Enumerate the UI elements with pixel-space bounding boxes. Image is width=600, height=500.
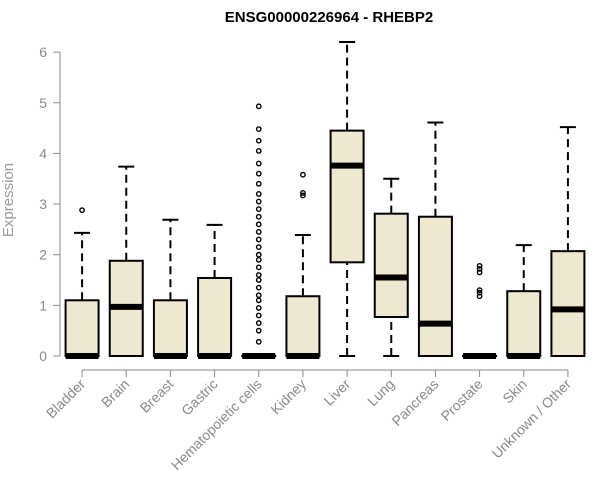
box-pancreas xyxy=(417,121,453,357)
box-body xyxy=(550,250,586,358)
x-tick-label: Lung xyxy=(364,376,397,409)
box-hematopoietic-cells xyxy=(241,103,277,359)
outlier-point xyxy=(255,304,262,311)
outlier-point xyxy=(255,147,262,154)
outlier-point xyxy=(255,160,262,167)
outlier-point xyxy=(476,293,483,300)
box-breast xyxy=(152,218,188,359)
outlier-point xyxy=(255,338,262,345)
x-tick-label: Pancreas xyxy=(388,376,441,429)
outlier-point xyxy=(255,191,262,197)
box-body xyxy=(506,290,542,357)
box-body xyxy=(285,295,321,357)
box-lung xyxy=(373,177,409,357)
box-body xyxy=(417,215,453,357)
box-body xyxy=(152,299,188,357)
box-liver xyxy=(329,41,365,357)
outlier-point xyxy=(255,284,262,291)
box-gastric xyxy=(197,223,233,359)
outlier-point xyxy=(79,207,85,214)
outlier-point xyxy=(476,289,483,296)
box-bladder xyxy=(64,207,100,359)
outlier-point xyxy=(255,213,262,220)
x-tick-label: Liver xyxy=(320,376,353,409)
box-prostate xyxy=(462,262,498,359)
outlier-point xyxy=(255,256,262,263)
outlier-point xyxy=(255,180,262,187)
outlier-point xyxy=(255,229,262,235)
x-tick-label: Brain xyxy=(98,376,132,410)
box-brain xyxy=(108,165,144,358)
y-axis-title: Expression xyxy=(0,163,17,237)
box-body xyxy=(197,277,233,357)
outlier-point xyxy=(255,137,262,144)
outlier-point xyxy=(476,287,483,294)
x-tick-label: Kidney xyxy=(267,376,309,418)
outlier-point xyxy=(476,265,483,272)
outlier-point xyxy=(255,103,262,110)
y-axis: 0 1 2 3 4 5 6 xyxy=(39,44,61,364)
outlier-point xyxy=(476,262,483,269)
box-body xyxy=(373,212,409,319)
outlier-point xyxy=(255,297,262,304)
outlier-point xyxy=(255,320,262,326)
outlier-point xyxy=(300,192,306,199)
box-unknown-other xyxy=(550,126,586,358)
y-tick-label: 5 xyxy=(39,95,47,111)
x-tick-label: Breast xyxy=(137,376,177,416)
outlier-point xyxy=(255,264,262,271)
x-tick-label: Bladder xyxy=(43,376,89,422)
y-tick-label: 2 xyxy=(39,247,47,263)
x-tick-label: Prostate xyxy=(438,376,486,424)
outlier-point xyxy=(255,327,262,334)
y-tick-label: 3 xyxy=(39,196,47,212)
y-tick-label: 6 xyxy=(39,44,47,60)
y-tick-label: 1 xyxy=(39,297,47,313)
y-tick-label: 0 xyxy=(39,348,47,364)
y-tick-label: 4 xyxy=(39,145,47,161)
box-kidney xyxy=(285,171,321,359)
x-tick-label: Gastric xyxy=(178,376,221,419)
boxes-group xyxy=(64,41,586,359)
outlier-point xyxy=(300,190,306,196)
outlier-point xyxy=(255,277,262,283)
outlier-point xyxy=(255,126,262,133)
outlier-point xyxy=(255,272,262,278)
outlier-point xyxy=(255,198,262,205)
chart-title: ENSG00000226964 - RHEBP2 xyxy=(225,9,433,26)
outlier-point xyxy=(255,251,262,258)
outlier-point xyxy=(255,236,262,243)
x-tick-label: Skin xyxy=(499,376,530,407)
x-tick-label: Unknown / Other xyxy=(488,376,574,462)
outlier-point xyxy=(255,206,262,213)
box-body xyxy=(329,129,365,264)
outlier-point xyxy=(255,170,262,177)
box-skin xyxy=(506,244,542,359)
outlier-point xyxy=(300,171,306,178)
outlier-point xyxy=(255,244,262,251)
box-body xyxy=(64,299,100,357)
outlier-point xyxy=(255,312,262,319)
outlier-point xyxy=(255,221,262,228)
outlier-point xyxy=(476,269,483,276)
outlier-point xyxy=(255,292,262,299)
